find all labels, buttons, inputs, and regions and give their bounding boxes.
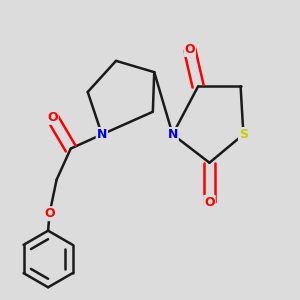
Text: O: O bbox=[47, 111, 58, 124]
Text: S: S bbox=[239, 128, 248, 141]
Text: O: O bbox=[204, 196, 215, 209]
Text: N: N bbox=[167, 128, 178, 141]
Text: N: N bbox=[97, 128, 107, 141]
Text: O: O bbox=[184, 43, 195, 56]
Text: O: O bbox=[44, 207, 55, 220]
